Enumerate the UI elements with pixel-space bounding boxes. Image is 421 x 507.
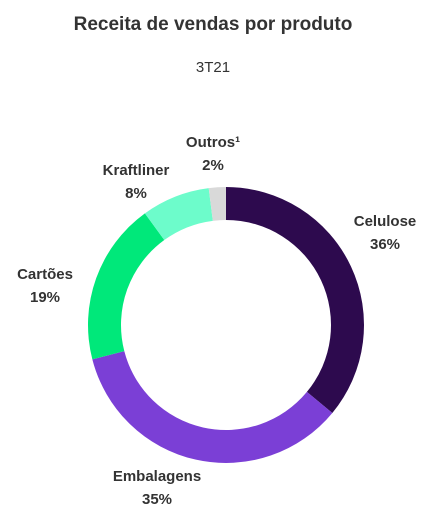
slice-value-label: 19%	[30, 289, 60, 306]
donut-slice	[92, 351, 333, 464]
donut-slice	[88, 213, 165, 360]
slice-value-label: 2%	[202, 157, 224, 174]
slice-label: Outros¹	[186, 134, 240, 151]
slice-label: Embalagens	[113, 468, 201, 485]
chart-subtitle: 3T21	[196, 59, 230, 76]
chart-title: Receita de vendas por produto	[74, 14, 353, 35]
slice-value-label: 36%	[370, 236, 400, 253]
slice-label: Celulose	[354, 213, 417, 230]
slice-label: Cartões	[17, 266, 73, 283]
slice-value-label: 35%	[142, 491, 172, 507]
donut-slice	[226, 187, 364, 413]
donut-slice	[208, 187, 226, 221]
slice-label: Kraftliner	[103, 162, 170, 179]
donut-slice	[144, 188, 213, 241]
slice-value-label: 8%	[125, 185, 147, 202]
